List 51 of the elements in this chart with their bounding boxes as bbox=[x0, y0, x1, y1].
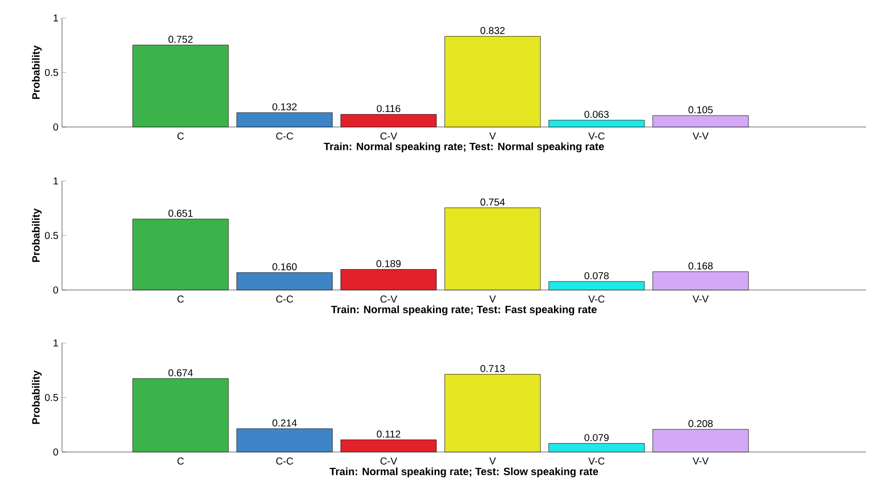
data-label: 0.160 bbox=[272, 263, 297, 270]
data-label: 0.116 bbox=[376, 105, 400, 112]
x-tick-label: V-C bbox=[588, 458, 605, 465]
x-tick-label: V bbox=[489, 296, 496, 302]
data-label: 0.208 bbox=[688, 420, 713, 428]
data-label: 0.752 bbox=[168, 36, 193, 43]
x-tick-label: C-V bbox=[380, 132, 398, 140]
data-label: 0.078 bbox=[584, 272, 609, 280]
data-label: 0.674 bbox=[168, 369, 193, 376]
y-axis-title: Probability bbox=[32, 370, 42, 424]
data-label: 0.112 bbox=[376, 430, 400, 438]
x-tick-label: V-C bbox=[588, 296, 605, 303]
y-tick-label: 0.5 bbox=[44, 232, 58, 240]
data-label: 0.168 bbox=[688, 262, 713, 270]
data-label: 0.105 bbox=[688, 106, 713, 114]
data-label: 0.079 bbox=[584, 434, 609, 442]
x-tick-label: C bbox=[177, 296, 184, 303]
x-tick-label: C-C bbox=[276, 296, 294, 303]
x-tick-label: V bbox=[489, 458, 496, 464]
data-label: 0.063 bbox=[584, 110, 609, 118]
x-tick-label: V bbox=[489, 132, 496, 140]
x-tick-label: C-V bbox=[380, 458, 398, 465]
y-tick-label: 0 bbox=[53, 123, 58, 131]
x-axis-title: Train: Normal speaking rate; Test: Fast speaking rate bbox=[331, 305, 597, 316]
data-label: 0.214 bbox=[272, 419, 297, 426]
x-tick-label: V-V bbox=[692, 458, 709, 464]
data-label: 0.189 bbox=[376, 260, 401, 268]
x-tick-label: C-C bbox=[276, 132, 294, 140]
x-tick-label: V-C bbox=[588, 132, 605, 140]
x-tick-label: V-V bbox=[692, 132, 709, 140]
x-axis-title: Train: Normal speaking rate; Test: Normal speaking rate bbox=[324, 142, 604, 152]
data-label: 0.832 bbox=[480, 27, 505, 34]
y-tick-label: 1 bbox=[54, 340, 58, 346]
y-tick-label: 1 bbox=[54, 14, 58, 22]
x-tick-label: C bbox=[177, 132, 184, 140]
data-label: 0.132 bbox=[272, 103, 297, 110]
y-tick-label: 0 bbox=[53, 448, 58, 456]
x-tick-label: C bbox=[177, 458, 184, 465]
y-axis-title: Probability bbox=[32, 208, 42, 262]
y-tick-label: 0.5 bbox=[44, 394, 58, 402]
data-label: 0.651 bbox=[168, 210, 193, 217]
y-axis-title: Probability bbox=[32, 45, 42, 99]
data-label: 0.713 bbox=[480, 364, 505, 372]
y-tick-label: 0.5 bbox=[44, 68, 58, 76]
y-tick-label: 0 bbox=[53, 286, 58, 294]
x-tick-label: C-V bbox=[380, 296, 398, 303]
x-tick-label: V-V bbox=[692, 296, 709, 302]
y-tick-label: 1 bbox=[54, 178, 58, 184]
x-axis-title: Train: Normal speaking rate; Test: Slow speaking rate bbox=[330, 467, 598, 478]
data-label: 0.754 bbox=[480, 198, 505, 206]
x-tick-label: C-C bbox=[276, 458, 294, 465]
